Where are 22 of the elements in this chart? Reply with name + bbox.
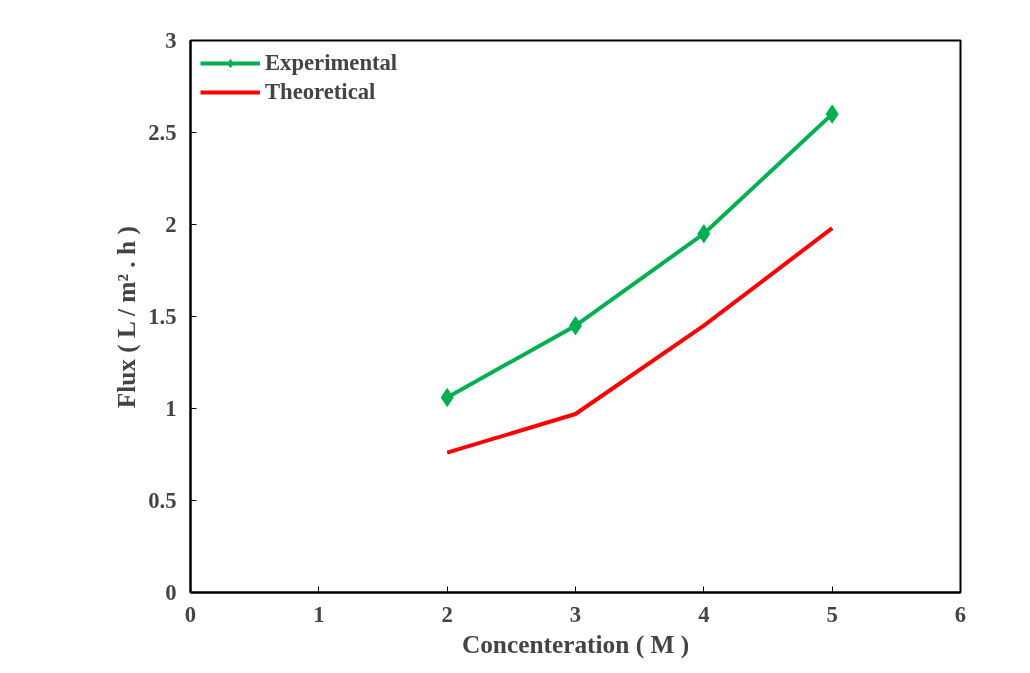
- y-tick-label: 0.5: [148, 488, 177, 513]
- x-tick-label: 3: [569, 601, 582, 627]
- y-tick-label: 1.5: [148, 304, 177, 329]
- y-tick-label: 0: [165, 580, 177, 605]
- x-tick-label: 0: [184, 601, 197, 627]
- x-tick-label: 5: [826, 601, 838, 627]
- point: [825, 104, 839, 124]
- x-tick-label: 6: [954, 601, 967, 627]
- x-tick-label: 1: [313, 601, 325, 627]
- y-axis-title: Flux ( L / m² . h ): [112, 226, 142, 409]
- y-tick-label: 1: [165, 396, 177, 421]
- x-tick-label: 2: [441, 601, 453, 627]
- y-tick-label: 2.5: [148, 120, 177, 145]
- y-tick-label: 2: [165, 212, 177, 237]
- point: [440, 387, 454, 407]
- legend-label: Experimental: [265, 50, 398, 76]
- point: [697, 224, 711, 244]
- x-tick-label: 4: [698, 601, 710, 627]
- y-tick-label: 3: [165, 28, 177, 53]
- x-axis-title: Concenteration ( M ): [461, 629, 690, 659]
- line-series: [445, 226, 835, 455]
- legend-label: Theoretical: [265, 79, 376, 105]
